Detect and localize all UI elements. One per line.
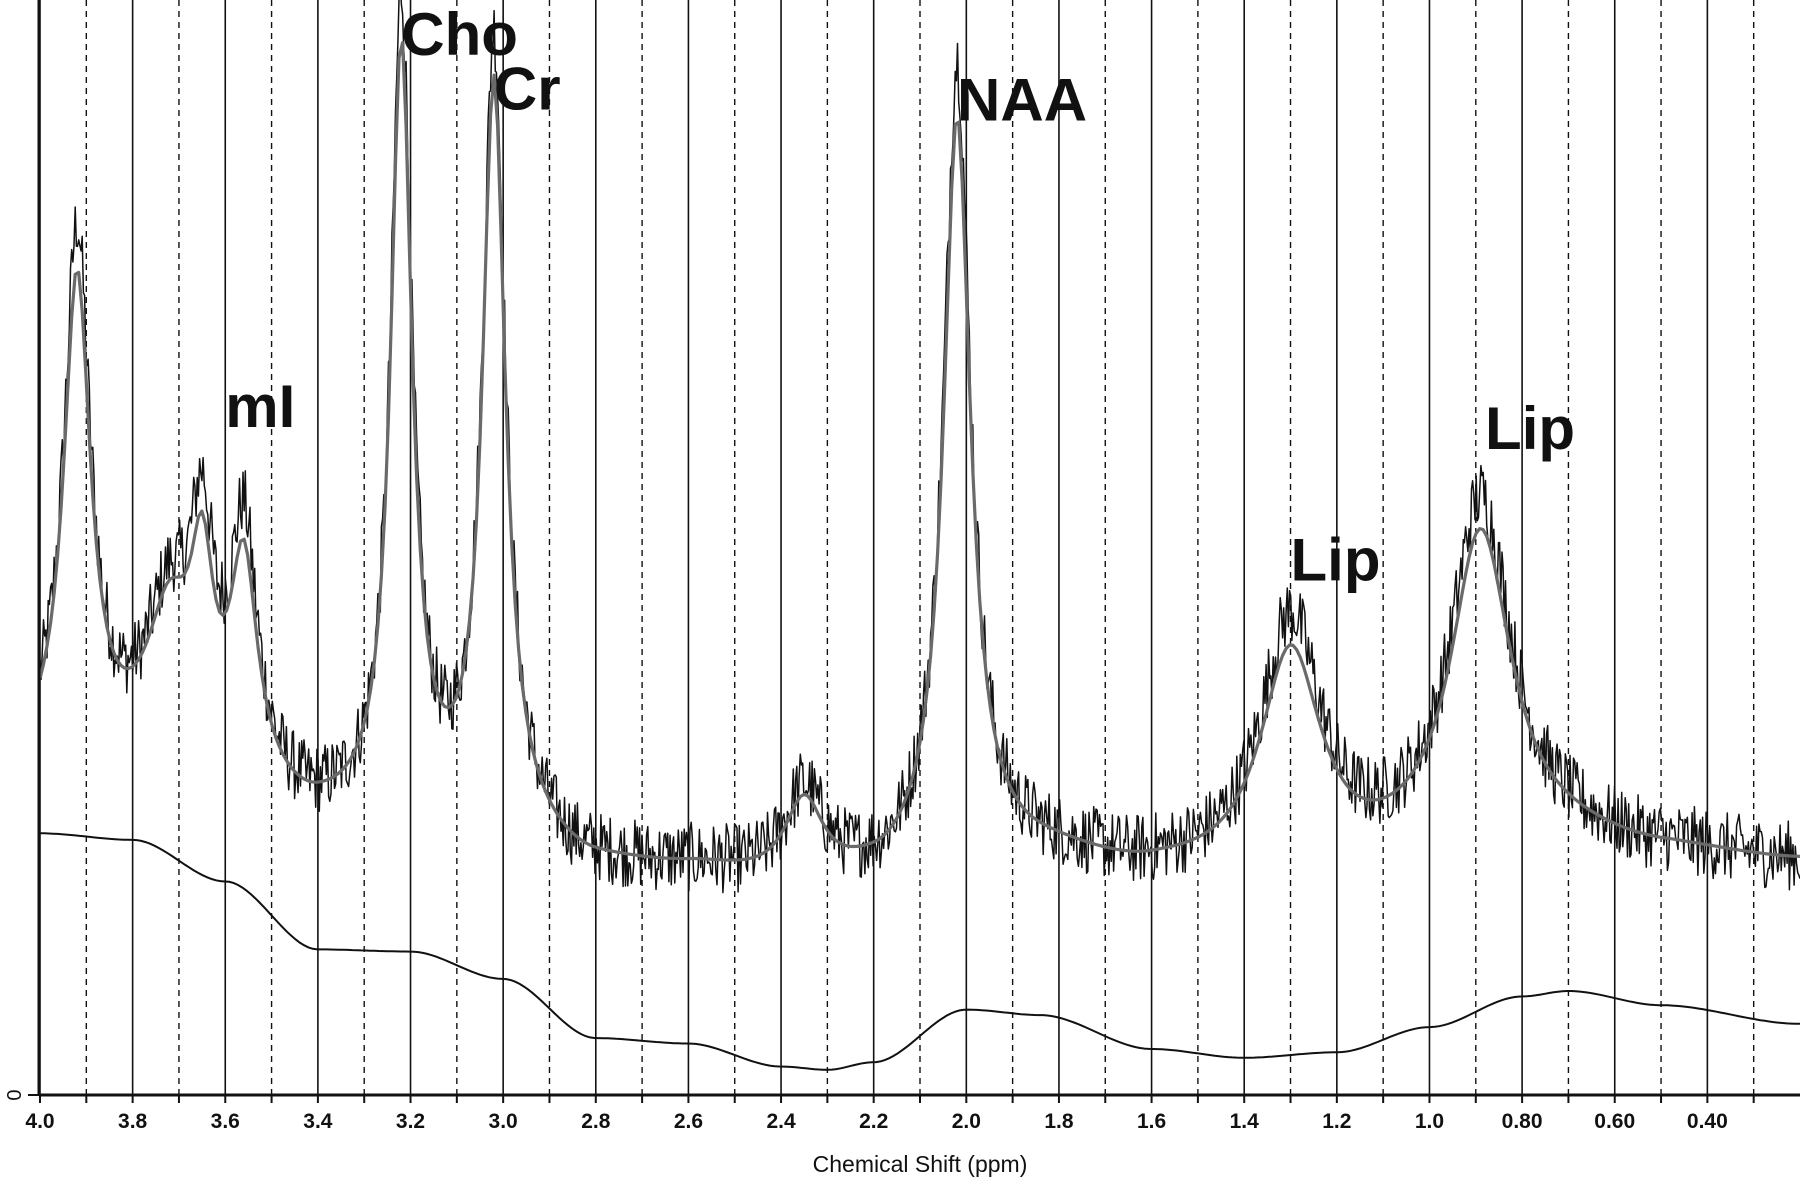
- spectrum-curves: [38, 0, 1800, 1071]
- peak-label: Cr: [494, 56, 561, 123]
- x-tick-label: 3.0: [489, 1110, 518, 1133]
- x-tick-label: 2.2: [859, 1110, 888, 1133]
- x-tick-label: 3.8: [118, 1110, 148, 1133]
- peak-label: Lip: [1485, 395, 1575, 462]
- peak-label: Lip: [1291, 526, 1381, 593]
- x-tick-label: 1.6: [1137, 1110, 1166, 1133]
- x-tick-label: 1.0: [1415, 1110, 1444, 1133]
- fitted-spectrum: [38, 41, 1800, 862]
- x-tick-labels: 4.0 3.8 3.6 3.4 3.2 3.0 2.8 2.6 2.4 2.2 2.0 1.8 1.6 1…: [25, 1110, 1727, 1133]
- x-tick-label: 4.0: [25, 1110, 54, 1133]
- gridlines: [39, 0, 1755, 1095]
- axes: 0: [4, 0, 1800, 1103]
- x-tick-label: 3.4: [303, 1110, 333, 1133]
- x-tick-label: 0.80: [1502, 1110, 1543, 1133]
- peak-label: Cho: [401, 1, 518, 68]
- peak-label: mI: [225, 373, 295, 440]
- peak-label: NAA: [957, 66, 1087, 133]
- x-tick-label: 3.6: [211, 1110, 240, 1133]
- x-axis-title: Chemical Shift (ppm): [813, 1151, 1028, 1177]
- x-tick-label: 2.0: [952, 1110, 981, 1133]
- x-tick-label: 0.60: [1594, 1110, 1635, 1133]
- x-tick-label: 2.4: [766, 1110, 796, 1133]
- x-tick-label: 0.40: [1687, 1110, 1728, 1133]
- x-tick-label: 2.8: [581, 1110, 611, 1133]
- x-tick-label: 1.2: [1322, 1110, 1351, 1133]
- x-tick-label: 1.4: [1230, 1110, 1260, 1133]
- x-tick-label: 2.6: [674, 1110, 703, 1133]
- x-tick-label: 3.2: [396, 1110, 425, 1133]
- y-tick-label: 0: [4, 1089, 26, 1100]
- baseline-curve: [40, 832, 1800, 1071]
- x-tick-label: 1.8: [1044, 1110, 1074, 1133]
